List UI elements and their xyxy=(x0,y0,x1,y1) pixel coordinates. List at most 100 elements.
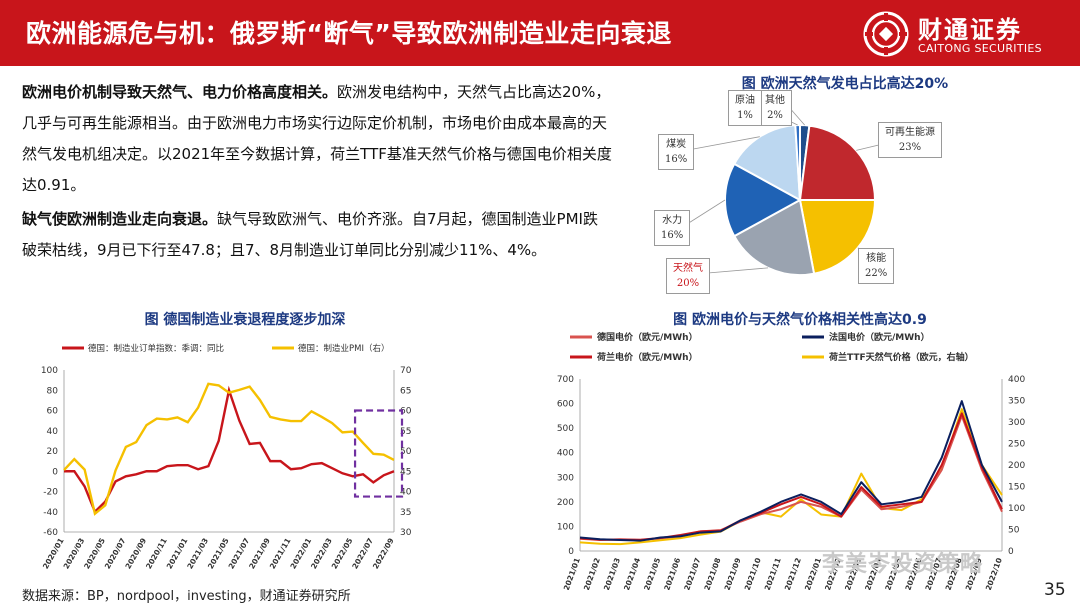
y-right-tick: 250 xyxy=(1008,440,1025,450)
y-right-tick: 40 xyxy=(400,488,412,498)
y-left-tick: 500 xyxy=(557,424,574,434)
x-tick-label: 2021/06 xyxy=(662,557,682,590)
x-tick-label: 2021/01 xyxy=(562,557,582,590)
y-left-tick: 100 xyxy=(557,522,574,532)
x-tick-label: 2021/08 xyxy=(702,557,722,590)
x-tick-label: 2021/02 xyxy=(582,557,602,590)
pie-chart-caption: 图 欧洲天然气发电占比高达20% xyxy=(741,76,949,92)
header-bar: 欧洲能源危与机：俄罗斯“断气”导致欧洲制造业走向衰退 财通证券 CAITONG … xyxy=(0,0,1080,66)
paragraph-body: 缺气导致欧洲气、电价齐涨。自7月起，德国制造业PMI跌破荣枯线，9月已下行至47… xyxy=(22,210,598,259)
legend-label: 德国：制造业订单指数：季调：同比 xyxy=(88,343,224,354)
pie-label-value: 2% xyxy=(767,110,783,121)
pie-slice-1 xyxy=(798,124,877,201)
pie-label-value: 16% xyxy=(661,230,684,241)
x-tick-label: 2021/12 xyxy=(783,557,803,590)
pie-label-5: 煤炭 16% xyxy=(658,134,695,170)
x-tick-label: 2022/10 xyxy=(984,557,1004,590)
x-tick-label: 2021/04 xyxy=(622,557,642,590)
pie-label-name: 可再生能源 xyxy=(885,127,935,138)
legend-label: 德国电价（欧元/MWh） xyxy=(597,331,698,343)
pie-label-name: 核能 xyxy=(866,253,887,264)
x-tick-label: 2021/10 xyxy=(743,557,763,590)
y-left-tick: 600 xyxy=(557,400,574,410)
legend-label: 德国：制造业PMI（右） xyxy=(298,343,389,354)
y-right-tick: 55 xyxy=(400,427,411,437)
series-line-0 xyxy=(579,414,1003,541)
pie-label-2: 核能 22% xyxy=(858,248,895,284)
y-right-tick: 30 xyxy=(400,528,412,538)
slide-title: 欧洲能源危与机：俄罗斯“断气”导致欧洲制造业走向衰退 xyxy=(26,19,672,48)
y-left-tick: 200 xyxy=(557,498,574,508)
y-right-tick: 50 xyxy=(1008,526,1020,536)
y-right-tick: 150 xyxy=(1008,483,1025,493)
y-right-tick: 60 xyxy=(400,407,412,417)
pie-label-value: 22% xyxy=(865,268,888,279)
y-left-tick: -40 xyxy=(43,508,58,518)
legend-label: 荷兰电价（欧元/MWh） xyxy=(596,351,698,363)
pie-slice-2 xyxy=(798,199,877,275)
highlight-box xyxy=(353,409,404,498)
electricity-gas-price-chart: 德国电价（欧元/MWh） 法国电价（欧元/MWh） 荷兰电价（欧元/MWh） 荷兰TT… xyxy=(557,331,1026,590)
y-left-tick: 80 xyxy=(47,386,59,396)
pie-leader-5 xyxy=(687,136,760,151)
pie-slice-4 xyxy=(724,162,803,238)
y-right-tick: 400 xyxy=(1008,375,1025,385)
price-chart-caption: 图 欧洲电价与天然气价格相关性高达0.9 xyxy=(673,312,927,328)
series-line-3 xyxy=(579,408,1003,546)
page-number: 35 xyxy=(1044,580,1066,600)
series-line-1 xyxy=(63,382,395,516)
data-source: 数据来源：BP，nordpool，investing，财通证券研究所 xyxy=(22,589,351,604)
y-left-tick: 0 xyxy=(568,547,574,557)
pie-chart xyxy=(683,105,909,276)
germany-chart-caption: 图 德国制造业衰退程度逐步加深 xyxy=(144,312,346,328)
y-right-tick: 200 xyxy=(1008,461,1025,471)
x-tick-label: 2021/07 xyxy=(682,557,702,590)
legend-label: 法国电价（欧元/MWh） xyxy=(829,331,930,343)
pie-label-1: 可再生能源 23% xyxy=(878,122,942,158)
paragraph-electricity-mechanism: 欧洲电价机制导致天然气、电力价格高度相关。欧洲发电结构中，天然气占比高达20%，… xyxy=(22,77,612,201)
y-left-tick: 40 xyxy=(47,427,59,437)
y-left-tick: 100 xyxy=(41,366,58,376)
series-line-1 xyxy=(579,400,1003,542)
pie-label-name: 原油 xyxy=(735,95,755,106)
paragraph-lead: 欧洲电价机制导致天然气、电力价格高度相关。 xyxy=(22,83,338,101)
company-logo: 财通证券 CAITONG SECURITIES xyxy=(862,8,1062,60)
x-tick-label: 2021/03 xyxy=(602,557,622,590)
x-tick-label: 2021/09 xyxy=(723,557,743,590)
y-right-tick: 35 xyxy=(400,508,411,518)
y-left-tick: 0 xyxy=(52,467,58,477)
pie-slice-3 xyxy=(732,198,816,276)
logo-chinese-name: 财通证券 xyxy=(918,16,1022,44)
y-right-tick: 65 xyxy=(400,386,411,396)
y-left-tick: 400 xyxy=(557,449,574,459)
y-left-tick: 20 xyxy=(47,447,59,457)
pie-label-3: 天然气 20% xyxy=(666,258,710,294)
pie-label-name: 水力 xyxy=(662,215,683,226)
pie-label-value: 23% xyxy=(898,142,922,153)
pie-label-value: 16% xyxy=(665,154,688,165)
pie-label-name: 天然气 xyxy=(673,263,703,274)
y-left-tick: 700 xyxy=(557,375,574,385)
y-right-tick: 300 xyxy=(1008,418,1025,428)
paragraph-manufacturing-recession: 缺气使欧洲制造业走向衰退。缺气导致欧洲气、电价齐涨。自7月起，德国制造业PMI跌… xyxy=(22,204,612,266)
pie-slice-6 xyxy=(794,123,801,201)
y-left-tick: 60 xyxy=(47,407,59,417)
pie-label-4: 水力 16% xyxy=(654,210,691,246)
x-tick-label: 2021/05 xyxy=(642,557,662,590)
pie-label-name: 煤炭 xyxy=(666,139,687,150)
logo-english-name: CAITONG SECURITIES xyxy=(918,42,1042,55)
pie-leader-4 xyxy=(683,199,726,227)
pie-label-value: 20% xyxy=(676,278,700,289)
pie-label-0: 其他 2% xyxy=(758,90,792,126)
y-right-tick: 100 xyxy=(1008,504,1025,514)
watermark: 李美岑投资策略 xyxy=(822,552,984,577)
y-right-tick: 50 xyxy=(400,447,412,457)
y-right-tick: 0 xyxy=(1008,547,1014,557)
y-right-tick: 70 xyxy=(400,366,412,376)
pie-label-value: 1% xyxy=(737,110,753,121)
x-tick-label: 2022/01 xyxy=(803,557,823,590)
series-line-0 xyxy=(64,385,395,514)
y-left-tick: -20 xyxy=(43,488,58,498)
logo-seal-icon xyxy=(863,11,909,57)
y-right-tick: 45 xyxy=(400,467,411,477)
